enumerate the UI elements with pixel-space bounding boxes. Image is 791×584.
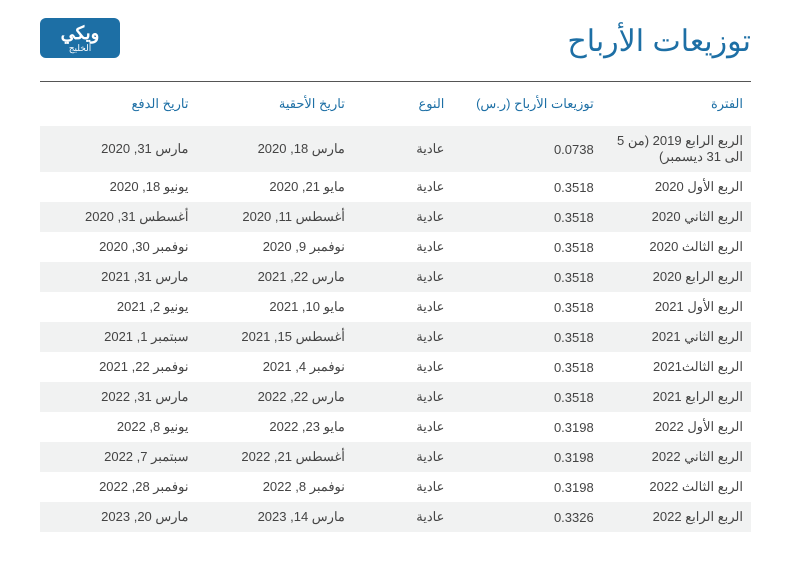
logo-main-text: ويكي	[61, 24, 100, 42]
col-header-type: النوع	[353, 86, 453, 126]
table-row: الربع الثاني 20200.3518عاديةأغسطس 11, 20…	[40, 202, 751, 232]
title-divider	[40, 81, 751, 82]
cell-amount: 0.3198	[452, 442, 601, 472]
table-row: الربع الرابع 20220.3326عاديةمارس 14, 202…	[40, 502, 751, 532]
col-header-eligibility-date: تاريخ الأحقية	[196, 86, 352, 126]
cell-period: الربع الرابع 2022	[602, 502, 751, 532]
cell-pay: مارس 31, 2022	[40, 382, 196, 412]
cell-type: عادية	[353, 262, 453, 292]
cell-amount: 0.3518	[452, 232, 601, 262]
cell-type: عادية	[353, 412, 453, 442]
table-row: الربع الرابع 2019 (من 5 الى 31 ديسمبر)0.…	[40, 126, 751, 172]
table-row: الربع الرابع 20210.3518عاديةمارس 22, 202…	[40, 382, 751, 412]
cell-pay: مارس 20, 2023	[40, 502, 196, 532]
cell-eligibility: أغسطس 15, 2021	[196, 322, 352, 352]
cell-eligibility: نوفمبر 9, 2020	[196, 232, 352, 262]
table-row: الربع الثاني 20210.3518عاديةأغسطس 15, 20…	[40, 322, 751, 352]
cell-amount: 0.3518	[452, 292, 601, 322]
cell-pay: يونيو 18, 2020	[40, 172, 196, 202]
table-header-row: الفترة توزيعات الأرباح (ر.س) النوع تاريخ…	[40, 86, 751, 126]
cell-eligibility: مارس 22, 2022	[196, 382, 352, 412]
cell-amount: 0.3326	[452, 502, 601, 532]
cell-amount: 0.0738	[452, 126, 601, 172]
logo-badge: ويكي الخليج	[40, 18, 120, 58]
cell-eligibility: مايو 21, 2020	[196, 172, 352, 202]
cell-amount: 0.3518	[452, 202, 601, 232]
cell-pay: نوفمبر 28, 2022	[40, 472, 196, 502]
cell-pay: نوفمبر 30, 2020	[40, 232, 196, 262]
cell-pay: مارس 31, 2020	[40, 126, 196, 172]
table-row: الربع الثالث 20200.3518عاديةنوفمبر 9, 20…	[40, 232, 751, 262]
cell-eligibility: مارس 18, 2020	[196, 126, 352, 172]
cell-type: عادية	[353, 232, 453, 262]
cell-period: الربع الثاني 2022	[602, 442, 751, 472]
table-row: الربع الثاني 20220.3198عاديةأغسطس 21, 20…	[40, 442, 751, 472]
table-row: الربع الأول 20220.3198عاديةمايو 23, 2022…	[40, 412, 751, 442]
cell-type: عادية	[353, 126, 453, 172]
table-row: الربع الثالث 20220.3198عاديةنوفمبر 8, 20…	[40, 472, 751, 502]
cell-pay: أغسطس 31, 2020	[40, 202, 196, 232]
cell-eligibility: نوفمبر 4, 2021	[196, 352, 352, 382]
cell-period: الربع الثالث 2022	[602, 472, 751, 502]
dividends-table: الفترة توزيعات الأرباح (ر.س) النوع تاريخ…	[40, 86, 751, 532]
cell-eligibility: مايو 23, 2022	[196, 412, 352, 442]
cell-type: عادية	[353, 292, 453, 322]
cell-type: عادية	[353, 352, 453, 382]
cell-period: الربع الرابع 2019 (من 5 الى 31 ديسمبر)	[602, 126, 751, 172]
cell-period: الربع الثالث 2020	[602, 232, 751, 262]
cell-period: الربع الرابع 2021	[602, 382, 751, 412]
cell-period: الربع الثالث2021	[602, 352, 751, 382]
cell-amount: 0.3518	[452, 322, 601, 352]
cell-amount: 0.3198	[452, 472, 601, 502]
col-header-pay-date: تاريخ الدفع	[40, 86, 196, 126]
cell-type: عادية	[353, 472, 453, 502]
cell-amount: 0.3518	[452, 172, 601, 202]
cell-eligibility: نوفمبر 8, 2022	[196, 472, 352, 502]
table-row: الربع الرابع 20200.3518عاديةمارس 22, 202…	[40, 262, 751, 292]
cell-eligibility: أغسطس 11, 2020	[196, 202, 352, 232]
logo-sub-text: الخليج	[69, 44, 92, 53]
cell-pay: سبتمبر 7, 2022	[40, 442, 196, 472]
cell-type: عادية	[353, 202, 453, 232]
page-title: توزيعات الأرباح	[40, 24, 751, 59]
cell-amount: 0.3198	[452, 412, 601, 442]
cell-eligibility: أغسطس 21, 2022	[196, 442, 352, 472]
table-row: الربع الأول 20210.3518عاديةمايو 10, 2021…	[40, 292, 751, 322]
cell-period: الربع الأول 2021	[602, 292, 751, 322]
cell-pay: يونيو 8, 2022	[40, 412, 196, 442]
table-row: الربع الثالث20210.3518عاديةنوفمبر 4, 202…	[40, 352, 751, 382]
cell-period: الربع الرابع 2020	[602, 262, 751, 292]
cell-eligibility: مايو 10, 2021	[196, 292, 352, 322]
cell-pay: يونيو 2, 2021	[40, 292, 196, 322]
cell-type: عادية	[353, 502, 453, 532]
cell-eligibility: مارس 14, 2023	[196, 502, 352, 532]
cell-amount: 0.3518	[452, 382, 601, 412]
cell-type: عادية	[353, 382, 453, 412]
cell-pay: مارس 31, 2021	[40, 262, 196, 292]
table-row: الربع الأول 20200.3518عاديةمايو 21, 2020…	[40, 172, 751, 202]
col-header-amount: توزيعات الأرباح (ر.س)	[452, 86, 601, 126]
cell-period: الربع الأول 2022	[602, 412, 751, 442]
cell-amount: 0.3518	[452, 352, 601, 382]
cell-type: عادية	[353, 322, 453, 352]
cell-period: الربع الثاني 2021	[602, 322, 751, 352]
cell-period: الربع الأول 2020	[602, 172, 751, 202]
cell-type: عادية	[353, 442, 453, 472]
cell-pay: سبتمبر 1, 2021	[40, 322, 196, 352]
cell-period: الربع الثاني 2020	[602, 202, 751, 232]
cell-pay: نوفمبر 22, 2021	[40, 352, 196, 382]
col-header-period: الفترة	[602, 86, 751, 126]
cell-type: عادية	[353, 172, 453, 202]
cell-eligibility: مارس 22, 2021	[196, 262, 352, 292]
cell-amount: 0.3518	[452, 262, 601, 292]
